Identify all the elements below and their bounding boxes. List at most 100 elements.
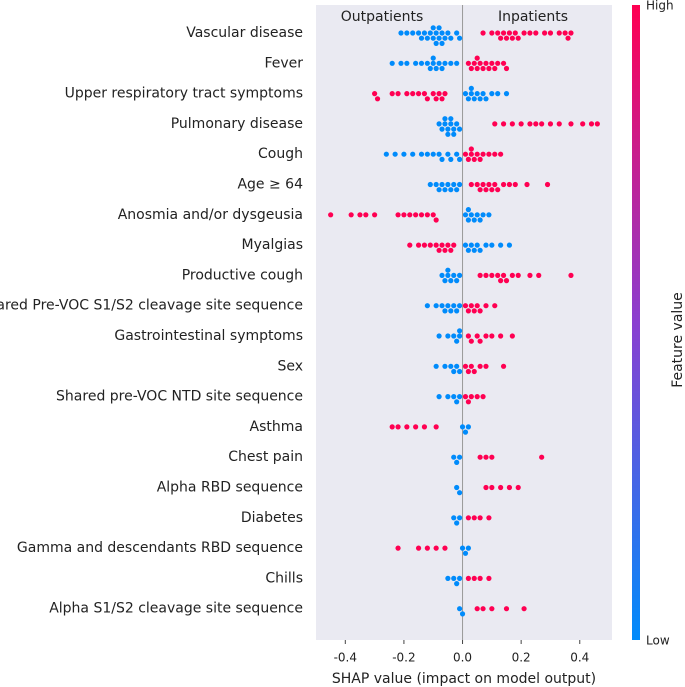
- dot: [395, 545, 401, 551]
- dot: [474, 55, 480, 61]
- feature-label: Shared pre-VOC NTD site sequence: [56, 389, 303, 405]
- dot: [445, 126, 451, 132]
- dot: [489, 242, 495, 248]
- feature-label: Alpha RBD sequence: [157, 480, 303, 496]
- dot: [474, 65, 480, 72]
- colorbar-low: Low: [646, 634, 670, 648]
- dot: [454, 308, 460, 314]
- dot: [489, 484, 495, 491]
- dot: [430, 25, 436, 31]
- dot: [480, 394, 486, 400]
- dot: [439, 181, 445, 188]
- dot: [424, 35, 430, 41]
- x-tick-label: -0.4: [334, 651, 357, 665]
- dot: [454, 121, 460, 127]
- dot: [451, 575, 457, 582]
- dot: [454, 30, 460, 36]
- dot: [454, 484, 460, 491]
- dot: [477, 338, 483, 344]
- dot: [474, 242, 480, 248]
- dot: [503, 35, 510, 41]
- dot: [454, 278, 460, 284]
- dot: [477, 96, 483, 102]
- dot: [483, 454, 489, 460]
- dot: [492, 151, 498, 157]
- dot: [392, 151, 398, 157]
- dot: [404, 424, 410, 430]
- feature-label: Anosmia and/or dysgeusia: [118, 207, 303, 223]
- dot: [489, 333, 495, 339]
- dot: [515, 272, 521, 278]
- dot: [451, 515, 457, 521]
- dot: [457, 394, 463, 400]
- feature-label: Alpha S1/S2 cleavage site sequence: [49, 601, 303, 617]
- dot: [451, 394, 457, 400]
- dot: [471, 515, 477, 521]
- dot: [489, 60, 495, 66]
- dot: [442, 60, 448, 66]
- dot: [457, 333, 463, 339]
- dot: [465, 156, 471, 162]
- dot: [427, 181, 433, 188]
- dot: [474, 212, 480, 218]
- dot: [442, 363, 448, 369]
- dot: [415, 545, 422, 551]
- dot: [439, 303, 445, 309]
- dot: [483, 272, 489, 278]
- dot: [465, 515, 471, 521]
- dot: [492, 181, 498, 188]
- dot: [454, 581, 460, 587]
- dot: [500, 363, 507, 369]
- dot: [480, 151, 486, 157]
- dot: [527, 121, 533, 127]
- dot: [486, 575, 492, 582]
- dot: [533, 30, 539, 36]
- dot: [418, 35, 425, 41]
- dot: [492, 121, 498, 127]
- feature-label: Gastrointestinal symptoms: [114, 328, 303, 344]
- dot: [433, 30, 439, 36]
- dot: [495, 272, 501, 278]
- dot: [465, 207, 471, 213]
- dot: [474, 91, 480, 97]
- dot: [424, 96, 430, 102]
- dot: [442, 121, 448, 127]
- dot: [418, 151, 425, 157]
- dot: [457, 368, 463, 375]
- feature-label: Cough: [258, 146, 303, 162]
- dot: [536, 272, 542, 278]
- dot: [474, 303, 480, 309]
- dot: [445, 242, 451, 248]
- dot: [495, 60, 501, 66]
- dot: [480, 30, 486, 36]
- dot: [454, 459, 460, 465]
- dot: [465, 368, 471, 375]
- dot: [421, 424, 428, 430]
- dot: [433, 96, 439, 102]
- dot: [509, 35, 515, 41]
- dot: [509, 333, 515, 339]
- dot: [457, 606, 463, 612]
- dot: [477, 575, 483, 582]
- dot: [448, 121, 454, 127]
- dot: [462, 303, 469, 309]
- dot: [404, 30, 410, 36]
- dot: [457, 181, 463, 188]
- dot: [457, 126, 463, 132]
- dot: [465, 424, 471, 430]
- dot: [439, 156, 445, 162]
- dot: [486, 212, 492, 218]
- dot: [457, 35, 463, 41]
- dot: [372, 212, 378, 218]
- dot: [468, 181, 474, 188]
- dot: [515, 484, 521, 491]
- dot: [500, 30, 507, 36]
- dot: [454, 399, 460, 405]
- feature-label: Chest pain: [228, 449, 303, 465]
- dot: [495, 30, 501, 36]
- dot: [477, 272, 483, 278]
- dot: [445, 272, 451, 278]
- dot: [477, 247, 483, 253]
- dot: [480, 65, 486, 72]
- dot: [433, 363, 439, 369]
